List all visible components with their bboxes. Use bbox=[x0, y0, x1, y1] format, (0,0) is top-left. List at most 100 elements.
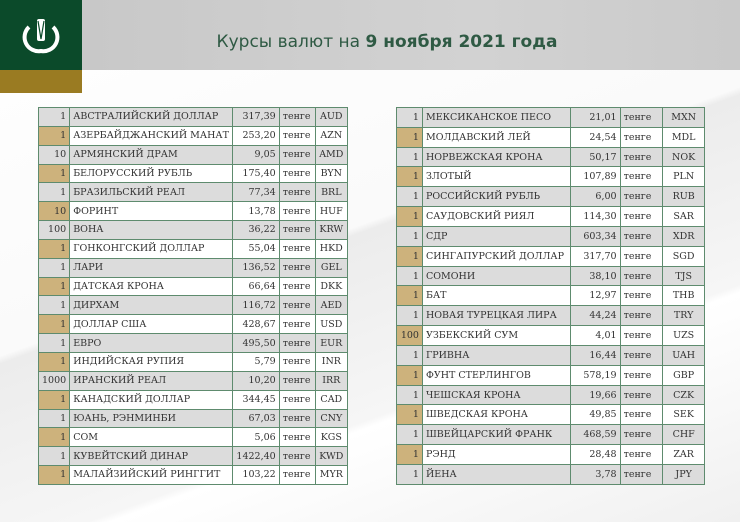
unit-label: тенге bbox=[278, 257, 316, 278]
gold-strip bbox=[0, 70, 82, 93]
unit-label: тенге bbox=[619, 126, 664, 148]
currency-code: IRR bbox=[314, 370, 349, 391]
table-row: 1 БРАЗИЛЬСКИЙ РЕАЛ 77,34 тенге BRL bbox=[37, 182, 349, 203]
quantity: 100 bbox=[396, 325, 423, 346]
table-row: 10 ФОРИНТ 13,78 тенге HUF bbox=[37, 201, 349, 222]
quantity: 1 bbox=[396, 285, 423, 307]
currency-name: АЗЕРБАЙДЖАНСКИЙ МАНАТ bbox=[69, 125, 233, 146]
unit-label: тенге bbox=[278, 182, 316, 203]
quantity: 1 bbox=[396, 107, 423, 128]
currency-code: BRL bbox=[314, 182, 349, 203]
table-row: 1 АЗЕРБАЙДЖАНСКИЙ МАНАТ 253,20 тенге AZN bbox=[37, 125, 349, 146]
unit-label: тенге bbox=[278, 295, 316, 316]
rate-value: 10,20 bbox=[231, 370, 280, 391]
quantity: 1 bbox=[396, 444, 423, 465]
currency-name: ВОНА bbox=[69, 220, 233, 240]
quantity: 1 bbox=[37, 125, 71, 146]
quantity: 1 bbox=[37, 333, 71, 353]
unit-label: тенге bbox=[278, 465, 316, 485]
national-bank-emblem-icon bbox=[22, 19, 60, 54]
quantity: 1 bbox=[396, 225, 423, 247]
table-row: 1 СДР 603,34 тенге XDR bbox=[396, 225, 705, 247]
table-row: 1 ДОЛЛАР США 428,67 тенге USD bbox=[37, 314, 349, 335]
table-row: 1 МАЛАЙЗИЙСКИЙ РИНГГИТ 103,22 тенге MYR bbox=[37, 465, 349, 485]
quantity: 1 bbox=[396, 186, 423, 208]
table-row: 10 АРМЯНСКИЙ ДРАМ 9,05 тенге AMD bbox=[37, 144, 349, 165]
table-row: 1 ГРИВНА 16,44 тенге UAH bbox=[396, 344, 705, 366]
table-row: 1 ЮАНЬ, РЭНМИНБИ 67,03 тенге CNY bbox=[37, 408, 349, 429]
quantity: 1 bbox=[37, 427, 71, 448]
rate-value: 495,50 bbox=[231, 333, 280, 353]
quantity: 1 bbox=[37, 257, 71, 278]
rates-table-left: 1 АВСТРАЛИЙСКИЙ ДОЛЛАР 317,39 тенге AUD 1 АЗЕР… bbox=[37, 107, 349, 485]
unit-label: тенге bbox=[619, 107, 664, 128]
quantity: 1 bbox=[37, 408, 71, 429]
rate-value: 3,78 bbox=[569, 463, 621, 485]
quantity: 1 bbox=[396, 404, 423, 426]
currency-code: INR bbox=[314, 351, 349, 372]
currency-name: ГРИВНА bbox=[421, 344, 571, 366]
currency-name: ФУНТ СТЕРЛИНГОВ bbox=[421, 364, 571, 386]
currency-code: AUD bbox=[314, 107, 349, 127]
table-row: 1 МОЛДАВСКИЙ ЛЕЙ 24,54 тенге MDL bbox=[396, 126, 705, 148]
currency-name: ЛАРИ bbox=[69, 257, 233, 278]
unit-label: тенге bbox=[278, 446, 316, 467]
rate-value: 317,70 bbox=[569, 245, 621, 267]
rate-value: 55,04 bbox=[231, 238, 280, 259]
unit-label: тенге bbox=[619, 285, 664, 307]
currency-name: СИНГАПУРСКИЙ ДОЛЛАР bbox=[421, 245, 571, 267]
currency-name: ЗЛОТЫЙ bbox=[421, 166, 571, 188]
table-row: 1 ЛАРИ 136,52 тенге GEL bbox=[37, 257, 349, 278]
currency-name: ШВЕЙЦАРСКИЙ ФРАНК bbox=[421, 424, 571, 446]
currency-name: ЧЕШСКАЯ КРОНА bbox=[421, 384, 571, 406]
currency-name: БЕЛОРУССКИЙ РУБЛЬ bbox=[69, 163, 233, 184]
unit-label: тенге bbox=[278, 389, 316, 410]
currency-code: RUB bbox=[662, 186, 705, 208]
unit-label: тенге bbox=[278, 276, 316, 297]
table-row: 1 ШВЕЙЦАРСКИЙ ФРАНК 468,59 тенге CHF bbox=[396, 424, 705, 446]
currency-code: NOK bbox=[662, 146, 705, 168]
currency-name: БРАЗИЛЬСКИЙ РЕАЛ bbox=[69, 182, 233, 203]
table-row: 1 СОМ 5,06 тенге KGS bbox=[37, 427, 349, 448]
currency-code: CZK bbox=[662, 384, 705, 406]
currency-name: СОМ bbox=[69, 427, 233, 448]
unit-label: тенге bbox=[278, 333, 316, 353]
rate-value: 38,10 bbox=[569, 265, 621, 287]
unit-label: тенге bbox=[278, 370, 316, 391]
unit-label: тенге bbox=[278, 163, 316, 184]
currency-code: MXN bbox=[662, 107, 705, 128]
currency-code: UZS bbox=[662, 325, 705, 346]
unit-label: тенге bbox=[619, 404, 664, 426]
table-row: 1 БЕЛОРУССКИЙ РУБЛЬ 175,40 тенге BYN bbox=[37, 163, 349, 184]
rate-value: 67,03 bbox=[231, 408, 280, 429]
unit-label: тенге bbox=[619, 245, 664, 267]
quantity: 1 bbox=[396, 364, 423, 386]
quantity: 1 bbox=[37, 107, 71, 127]
table-row: 1 КУВЕЙТСКИЙ ДИНАР 1422,40 тенге KWD bbox=[37, 446, 349, 467]
currency-name: АРМЯНСКИЙ ДРАМ bbox=[69, 144, 233, 165]
currency-code: XDR bbox=[662, 225, 705, 247]
unit-label: тенге bbox=[619, 166, 664, 188]
rate-value: 4,01 bbox=[569, 325, 621, 346]
quantity: 10 bbox=[37, 201, 71, 222]
rate-value: 344,45 bbox=[231, 389, 280, 410]
unit-label: тенге bbox=[278, 351, 316, 372]
currency-code: CAD bbox=[314, 389, 349, 410]
quantity: 1 bbox=[396, 206, 423, 227]
currency-name: БАТ bbox=[421, 285, 571, 307]
table-row: 1 НОВАЯ ТУРЕЦКАЯ ЛИРА 44,24 тенге TRY bbox=[396, 305, 705, 327]
unit-label: тенге bbox=[619, 463, 664, 485]
currency-code: SEK bbox=[662, 404, 705, 426]
rate-value: 44,24 bbox=[569, 305, 621, 327]
rate-value: 1422,40 bbox=[231, 446, 280, 467]
quantity: 1 bbox=[396, 305, 423, 327]
rate-value: 603,34 bbox=[569, 225, 621, 247]
currency-code: HUF bbox=[314, 201, 349, 222]
quantity: 1 bbox=[396, 344, 423, 366]
unit-label: тенге bbox=[619, 186, 664, 208]
table-row: 1 ИНДИЙСКАЯ РУПИЯ 5,79 тенге INR bbox=[37, 351, 349, 372]
currency-name: АВСТРАЛИЙСКИЙ ДОЛЛАР bbox=[69, 107, 233, 127]
rate-value: 19,66 bbox=[569, 384, 621, 406]
table-row: 100 УЗБЕКСКИЙ СУМ 4,01 тенге UZS bbox=[396, 325, 705, 346]
quantity: 1 bbox=[396, 424, 423, 446]
